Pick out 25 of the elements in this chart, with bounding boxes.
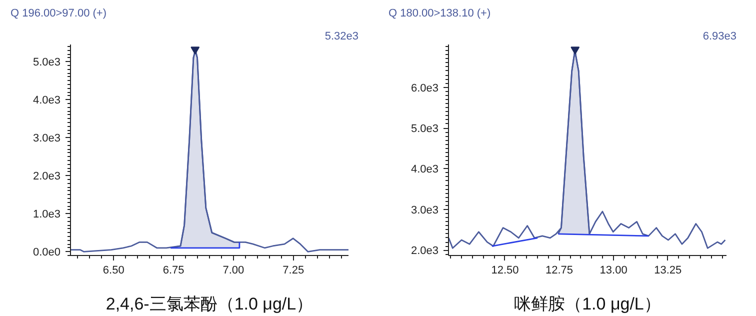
text: 5.32e3: [324, 30, 359, 42]
y-tick-label: 5.0e3: [410, 123, 439, 136]
y-tick-label: 3.0e3: [32, 132, 61, 145]
y-tick-label: 5.0e3: [32, 56, 61, 69]
y-tick-label: 2.0e3: [410, 245, 439, 258]
y-tick-label: 4.0e3: [410, 164, 439, 176]
text: 6.93e3: [702, 30, 737, 42]
x-tick-label: 6.75: [162, 264, 184, 276]
y-tick-label: 2.0e3: [32, 170, 61, 183]
x-tick-label: 12.50: [491, 264, 519, 276]
x-tick-label: 13.00: [600, 264, 628, 276]
x-axis-title: 2,4,6-三氯苯酚（1.0 μg/L）: [106, 294, 314, 314]
chart-title: Q 180.00>138.10 (+): [388, 8, 491, 20]
x-tick-label: 7.25: [282, 264, 304, 276]
x-tick-label: 7.00: [222, 264, 244, 276]
y-tick-label: 0.0e0: [32, 246, 61, 259]
y-tick-label: 6.0e3: [410, 82, 439, 94]
x-axis-title: 咪鲜胺（1.0 μg/L）: [514, 294, 661, 314]
y-tick-label: 4.0e3: [32, 94, 61, 107]
x-tick-label: 12.75: [546, 264, 574, 276]
chart-title: Q 196.00>97.00 (+): [10, 8, 107, 20]
y-tick-label: 1.0e3: [32, 208, 61, 221]
x-tick-label: 6.50: [102, 264, 124, 276]
y-tick-label: 3.0e3: [410, 204, 439, 216]
x-tick-label: 13.25: [654, 264, 682, 276]
